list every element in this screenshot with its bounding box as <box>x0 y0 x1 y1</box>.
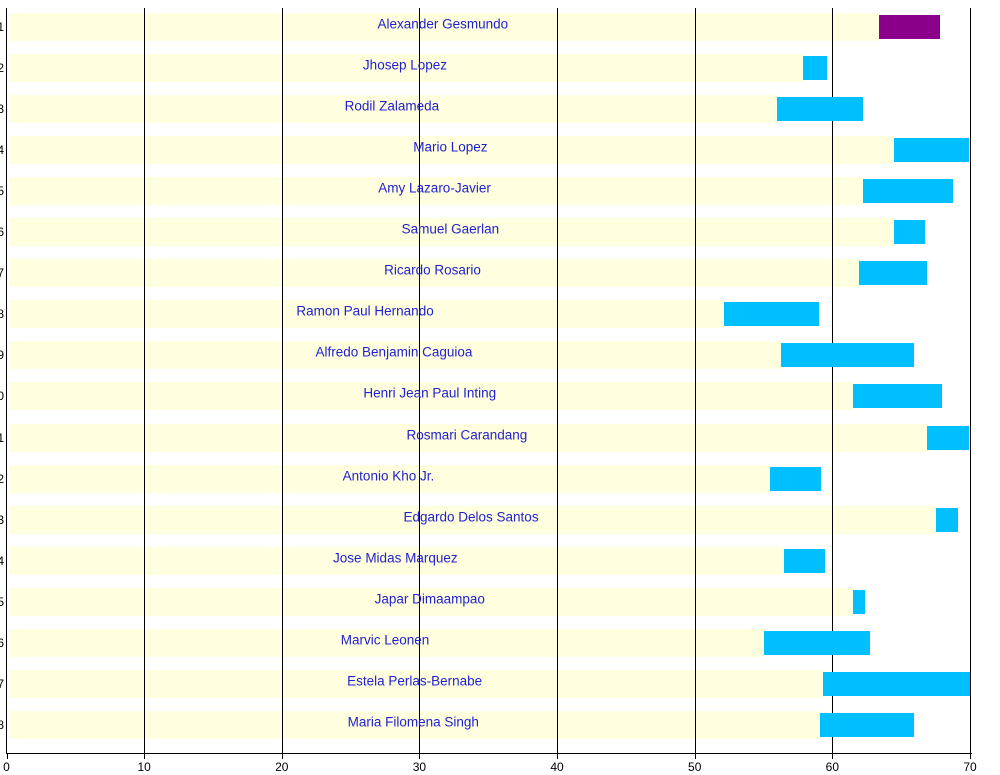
row-band <box>9 464 771 493</box>
row-number: 1 <box>0 19 4 34</box>
row-label: Antonio Kho Jr. <box>342 468 435 484</box>
row-label: Rodil Zalameda <box>344 98 440 114</box>
row-number: 18 <box>0 717 4 732</box>
range-bar <box>894 138 969 162</box>
x-axis-tick-label: 20 <box>275 760 289 774</box>
row-band <box>9 136 895 164</box>
x-axis-tick <box>282 754 283 759</box>
row-band <box>9 53 804 82</box>
range-bar <box>935 507 958 532</box>
x-axis-tick <box>557 754 558 759</box>
row-band <box>9 12 880 41</box>
row-label: Alfredo Benjamin Caguioa <box>315 344 473 360</box>
range-bar <box>853 589 866 614</box>
row-number: 17 <box>0 676 4 691</box>
row-number: 14 <box>0 553 4 568</box>
row-band <box>9 341 782 370</box>
row-number: 16 <box>0 635 4 650</box>
gridline <box>557 8 558 753</box>
x-axis-tick <box>695 754 696 759</box>
range-bar <box>822 671 970 696</box>
row-band <box>9 382 853 411</box>
range-bar <box>894 220 925 245</box>
row-label: Mario Lopez <box>413 139 488 155</box>
range-bar <box>927 425 969 450</box>
row-label: Amy Lazaro-Javier <box>378 180 491 196</box>
row-number: 7 <box>0 266 4 281</box>
row-label: Japar Dimaampao <box>374 591 485 607</box>
range-bar <box>853 384 943 409</box>
row-number: 8 <box>0 307 4 322</box>
row-number: 2 <box>0 60 4 75</box>
x-axis-tick-label: 0 <box>3 760 10 774</box>
gridline <box>282 8 283 753</box>
range-bar <box>858 261 928 286</box>
plot-right-border <box>970 8 971 753</box>
row-band <box>9 505 936 534</box>
row-label: Alexander Gesmundo <box>377 16 509 32</box>
x-axis-tick <box>144 754 145 759</box>
row-label: Ricardo Rosario <box>384 262 481 278</box>
range-bar-highlight <box>879 14 940 39</box>
range-bar <box>784 548 826 573</box>
row-number: 13 <box>0 512 4 527</box>
range-bar <box>723 302 819 327</box>
x-axis-tick-label: 10 <box>137 760 151 774</box>
x-axis-tick-label: 60 <box>825 760 840 774</box>
row-number: 4 <box>0 143 4 157</box>
x-axis-tick-label: 50 <box>688 760 702 774</box>
row-label: Henri Jean Paul Inting <box>363 385 497 401</box>
row-band <box>9 177 863 206</box>
row-band <box>9 587 853 616</box>
row-band <box>9 218 895 247</box>
row-number: 15 <box>0 594 4 609</box>
row-number: 12 <box>0 471 4 486</box>
range-bar <box>770 466 822 491</box>
row-label: Jhosep Lopez <box>362 57 448 73</box>
range-bar <box>777 96 863 121</box>
range-bar <box>819 712 914 737</box>
row-number: 3 <box>0 101 4 116</box>
row-label: Rosmari Carandang <box>406 427 528 442</box>
row-band <box>9 546 785 575</box>
x-axis-tick <box>832 754 833 759</box>
row-number: 11 <box>0 430 4 445</box>
row-label: Ramon Paul Hernando <box>296 303 434 319</box>
row-label: Estela Perlas-Bernabe <box>347 673 483 689</box>
row-band <box>9 423 928 452</box>
row-label: Marvic Leonen <box>340 632 430 648</box>
x-axis-line <box>6 753 972 754</box>
row-band <box>9 259 859 288</box>
gridline <box>695 8 696 753</box>
x-axis-tick-label: 40 <box>550 760 564 774</box>
row-band <box>9 628 764 657</box>
x-axis-tick-label: 70 <box>963 760 977 774</box>
row-band <box>9 300 724 329</box>
x-axis-tick <box>970 754 971 759</box>
range-bar <box>763 630 870 655</box>
gridline <box>832 8 833 753</box>
x-axis-tick <box>419 754 420 759</box>
gridline <box>419 8 420 753</box>
x-axis-tick-label: 30 <box>412 760 427 774</box>
x-axis-tick <box>7 754 8 759</box>
y-axis-line <box>6 8 7 753</box>
range-bar <box>803 55 827 80</box>
row-number: 9 <box>0 348 4 363</box>
row-label: Maria Filomena Singh <box>347 714 479 730</box>
row-label: Edgardo Delos Santos <box>403 509 539 525</box>
row-label: Jose Midas Marquez <box>333 550 458 566</box>
row-number: 10 <box>0 389 4 404</box>
range-bar <box>862 179 954 204</box>
range-bar <box>781 343 914 368</box>
row-number: 6 <box>0 225 4 240</box>
row-number: 5 <box>0 184 4 199</box>
gridline <box>144 8 145 753</box>
row-band <box>9 94 778 123</box>
row-label: Samuel Gaerlan <box>401 221 500 237</box>
